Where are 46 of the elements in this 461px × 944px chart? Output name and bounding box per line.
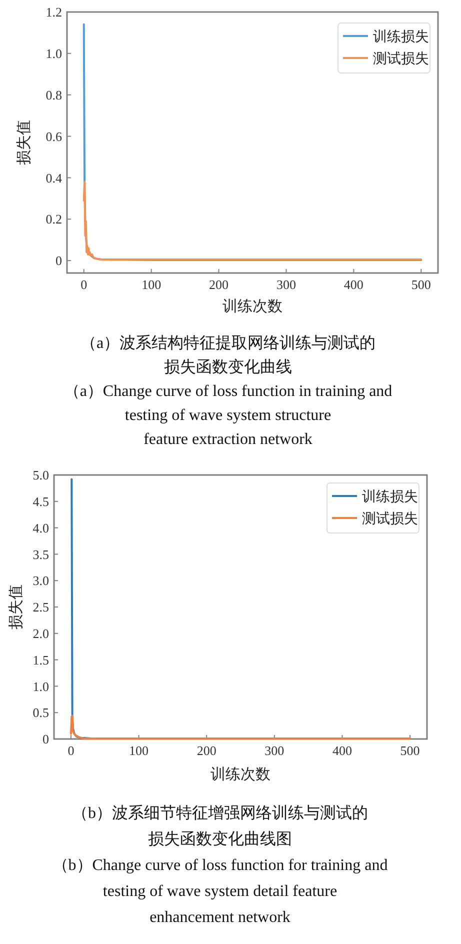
text: 损失函数变化曲线 <box>164 358 292 376</box>
y-tick-label: 1.0 <box>32 678 49 694</box>
x-tick-label: 500 <box>400 743 420 758</box>
y-tick-label: 0.4 <box>46 170 62 186</box>
x-tick-label: 300 <box>264 743 284 758</box>
text: （b）波系细节特征增强网络训练与测试的 <box>72 804 368 822</box>
line-series <box>82 180 422 261</box>
x-axis-title: 训练次数 <box>222 298 282 315</box>
y-tick-label: 0.6 <box>46 128 62 144</box>
y-tick-label: 5.0 <box>32 468 49 483</box>
x-tick-label: 100 <box>129 743 149 758</box>
y-tick-label: 0.8 <box>46 87 62 102</box>
text: （b）Change curve of loss function for training and testing of wave system detail feature enhancement network <box>52 857 388 926</box>
y-tick-label: 0 <box>56 253 62 268</box>
x-tick-label: 500 <box>411 277 431 292</box>
x-tick-label: 0 <box>80 277 88 292</box>
y-tick-label: 3.0 <box>32 573 49 588</box>
y-axis-title: 损失值 <box>7 584 24 630</box>
y-tick-label: 2.5 <box>32 600 49 615</box>
x-axis-title: 训练次数 <box>210 766 270 783</box>
legend-label: 训练损失 <box>373 29 429 45</box>
y-tick-label: 0 <box>42 732 49 747</box>
x-tick-label: 0 <box>68 743 74 758</box>
legend-label: 测试损失 <box>362 511 418 527</box>
legend-label: 训练损失 <box>362 489 418 505</box>
y-tick-label: 0.2 <box>46 212 62 227</box>
y-tick-label: 4.5 <box>32 494 49 509</box>
y-tick-label: 1.0 <box>46 46 62 61</box>
y-tick-label: 4.0 <box>32 520 49 536</box>
y-tick-label: 0.5 <box>32 705 49 720</box>
x-tick-label: 100 <box>142 277 162 292</box>
text: 损失函数变化曲线图 <box>148 830 292 848</box>
y-tick-label: 2.0 <box>32 626 49 641</box>
y-axis-title: 损失值 <box>15 120 32 165</box>
x-tick-label: 400 <box>344 277 364 292</box>
y-tick-label: 1.2 <box>46 4 62 20</box>
x-tick-label: 400 <box>332 743 352 758</box>
x-tick-label: 200 <box>196 743 216 758</box>
y-tick-label: 3.5 <box>32 546 49 562</box>
legend-label: 测试损失 <box>373 51 429 67</box>
x-tick-label: 300 <box>276 277 296 292</box>
line-series <box>70 714 412 740</box>
y-tick-label: 1.5 <box>32 652 49 668</box>
text: （a）Change curve of loss function in training and testing of wave system structure feature extraction network <box>64 383 392 448</box>
text: （a）波系结构特征提取网络训练与测试的 <box>80 334 376 352</box>
x-tick-label: 200 <box>209 277 229 292</box>
